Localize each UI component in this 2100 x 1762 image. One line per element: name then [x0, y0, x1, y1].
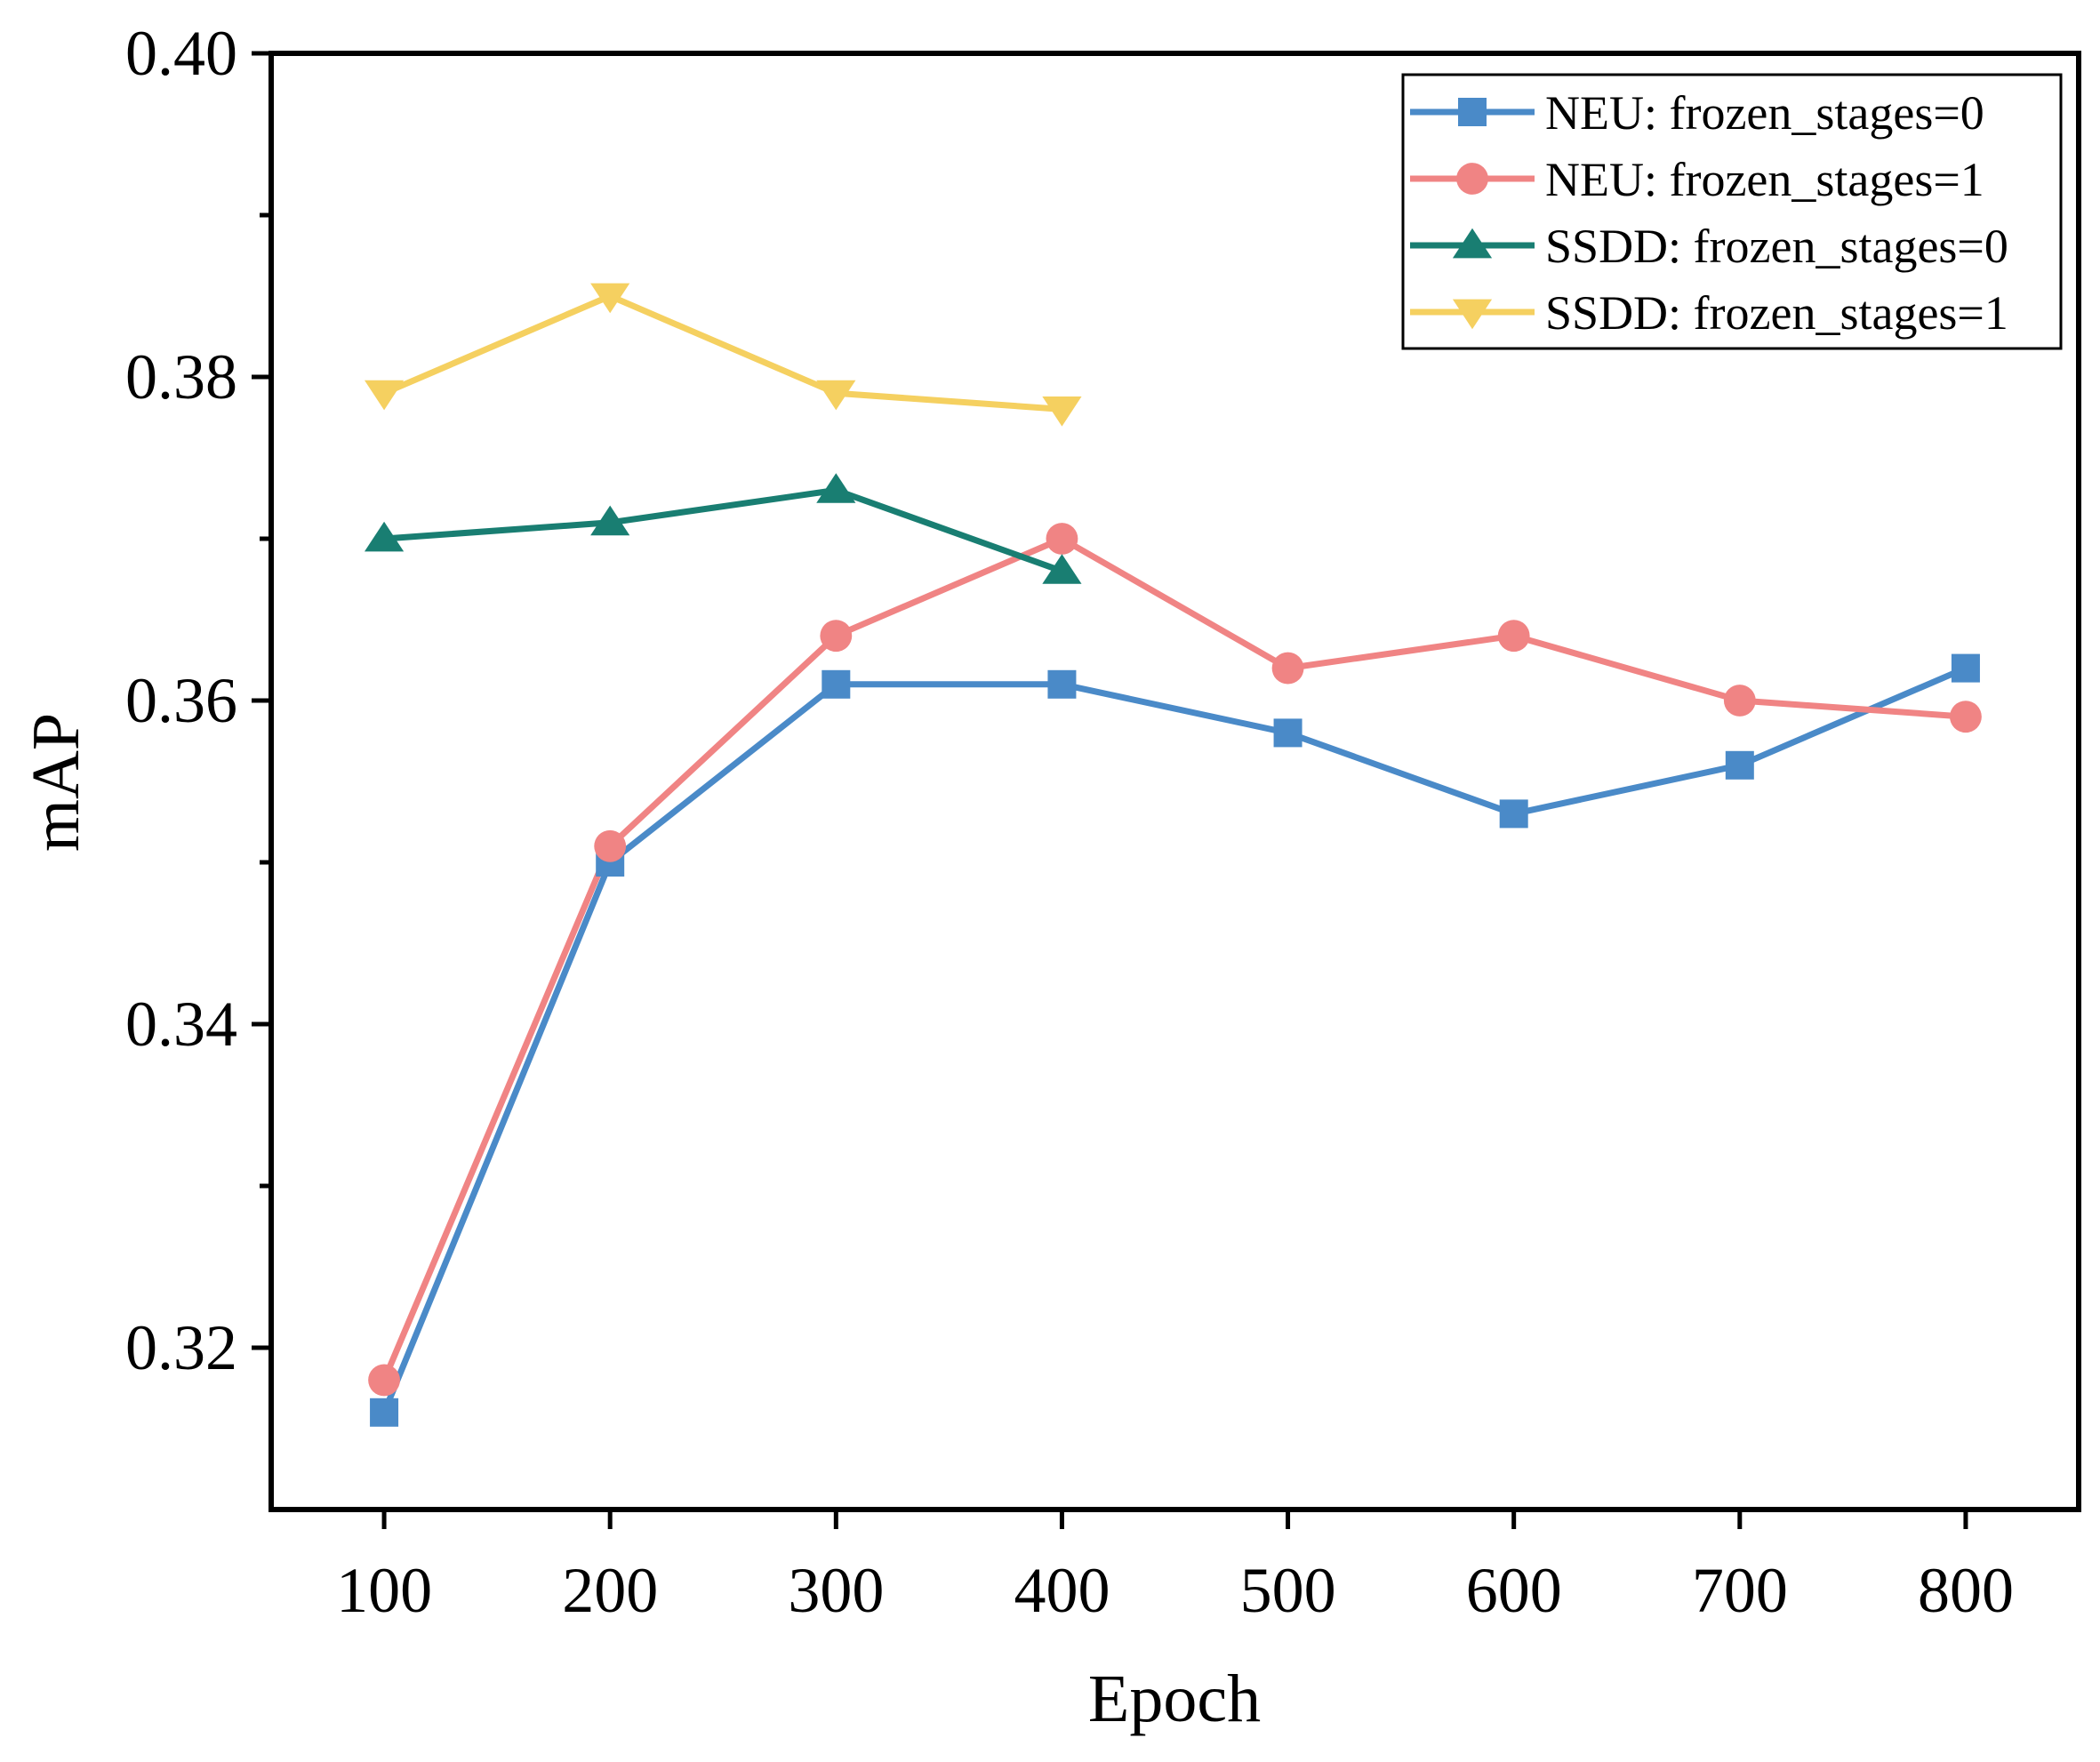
x-tick-label: 700 [1692, 1555, 1788, 1626]
series-line-1 [381, 665, 1968, 1414]
data-point-s1 [1951, 653, 1980, 683]
x-tick-label: 600 [1466, 1555, 1562, 1626]
x-tick-label: 300 [788, 1555, 884, 1626]
data-point-s2 [1497, 620, 1530, 653]
data-point-s3 [364, 521, 405, 552]
y-tick-label: 0.36 [125, 665, 237, 736]
data-point-s1 [1273, 718, 1302, 748]
series-line-2 [381, 535, 1967, 1382]
x-tick-label: 100 [336, 1555, 432, 1626]
y-tick-label: 0.38 [125, 341, 237, 412]
legend-marker [1452, 228, 1493, 259]
data-point-s2 [1723, 685, 1756, 717]
x-tick-label: 400 [1014, 1555, 1110, 1626]
legend-label: NEU: frozen_stages=1 [1545, 153, 1984, 206]
data-point-s2 [1046, 523, 1078, 555]
legend-box [1401, 73, 2063, 350]
data-point-s3 [816, 473, 856, 503]
data-point-s2 [368, 1364, 400, 1397]
legend-marker [1458, 98, 1487, 126]
data-point-s4 [1042, 396, 1082, 427]
data-point-s1 [822, 669, 851, 699]
y-tick-label: 0.34 [125, 989, 237, 1060]
series-line-4 [382, 292, 1062, 412]
legend-marker [1452, 299, 1493, 330]
data-point-s4 [364, 380, 405, 411]
data-point-s1 [1047, 669, 1077, 699]
data-point-s2 [820, 620, 853, 653]
data-point-s4 [816, 380, 856, 411]
data-point-s3 [1042, 554, 1082, 584]
legend-marker [1456, 163, 1488, 195]
legend-label: SSDD: frozen_stages=1 [1545, 286, 2008, 340]
data-point-s2 [594, 829, 627, 862]
data-point-s1 [1725, 750, 1754, 780]
data-point-s3 [590, 505, 630, 536]
data-point-s2 [1950, 701, 1982, 733]
x-axis-label: Epoch [1088, 1662, 1261, 1736]
data-point-s1 [370, 1398, 399, 1427]
series-line-3 [383, 486, 1063, 574]
x-tick-label: 500 [1240, 1555, 1336, 1626]
y-tick-label: 0.40 [125, 18, 237, 89]
y-axis-label: mAP [19, 713, 93, 852]
data-point-s2 [1271, 652, 1304, 685]
legend-label: NEU: frozen_stages=0 [1545, 86, 1984, 140]
x-tick-label: 800 [1918, 1555, 2014, 1626]
y-tick-label: 0.32 [125, 1312, 237, 1383]
legend-label: SSDD: frozen_stages=0 [1545, 220, 2008, 273]
plot-frame [269, 51, 2081, 1512]
x-tick-label: 200 [562, 1555, 658, 1626]
data-point-s4 [590, 283, 630, 314]
data-point-s1 [1499, 799, 1528, 829]
